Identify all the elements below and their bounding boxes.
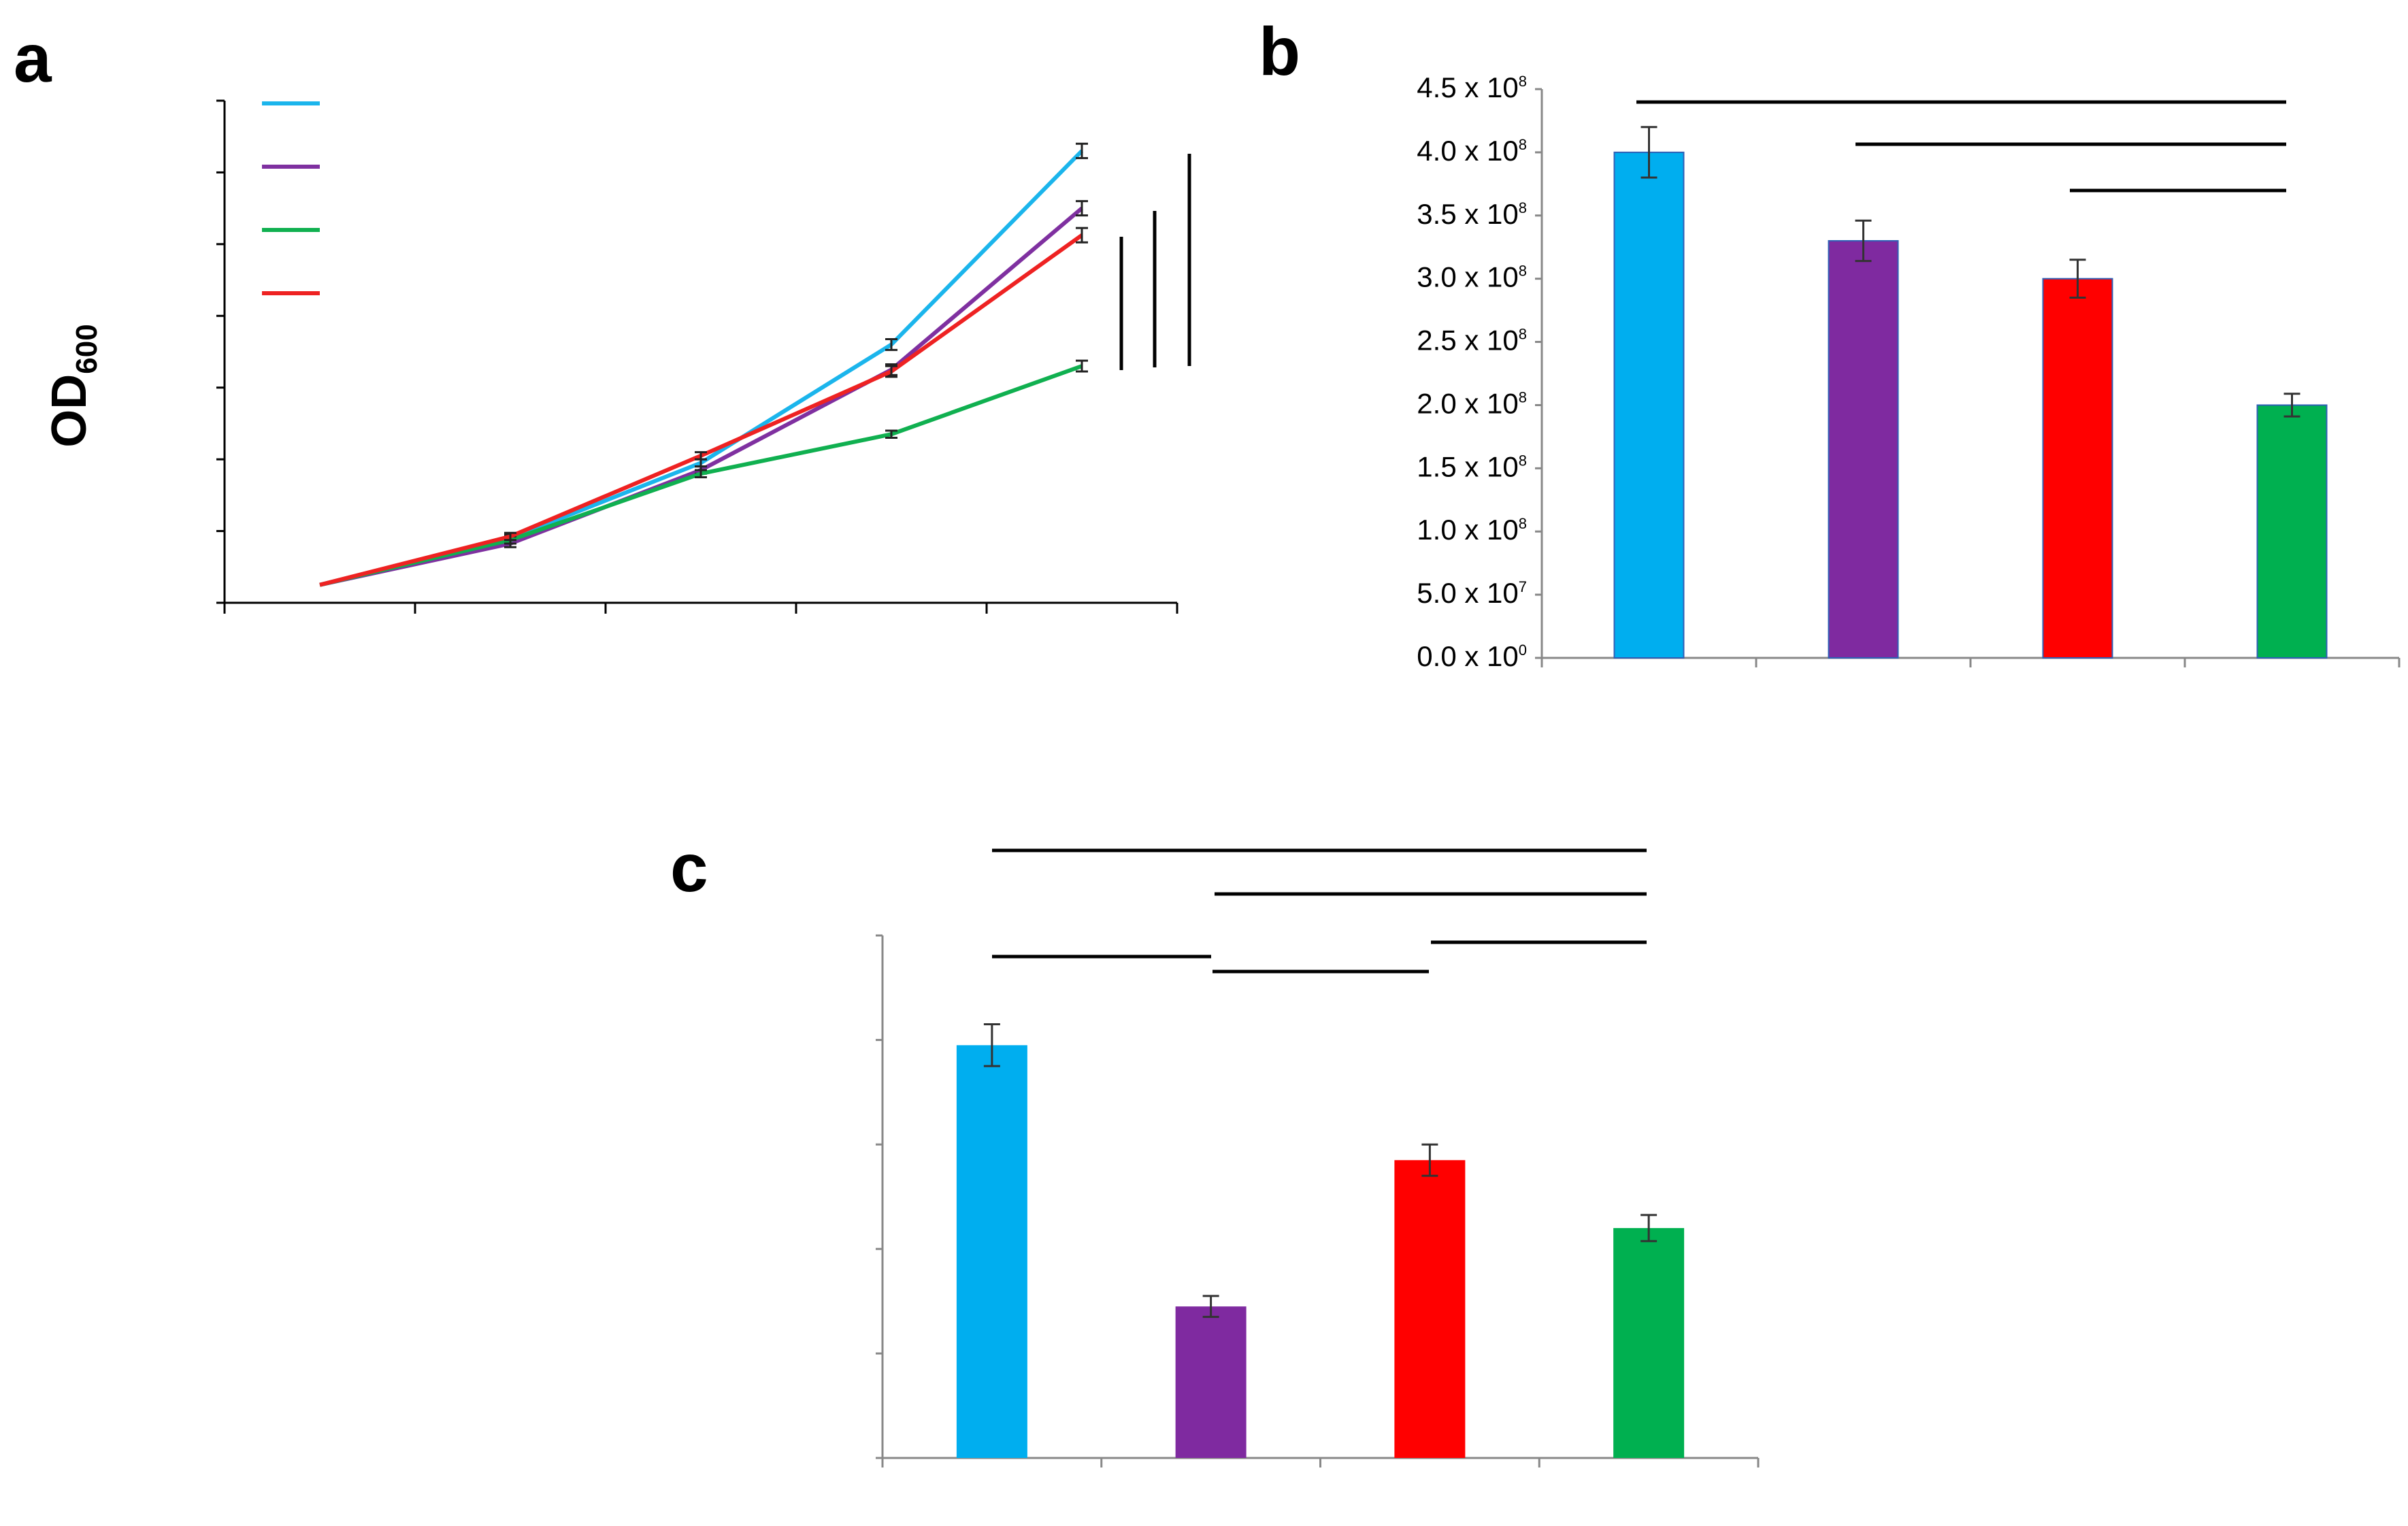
a-y-axis-title-main: OD — [42, 374, 97, 448]
b-y-tick-mantissa: 4.0 x 10 — [1417, 135, 1518, 167]
b-y-tick-label: 1.0 x 108 — [1417, 514, 1527, 546]
panel-a-line-chart: OD600 — [42, 99, 1191, 614]
a-error-bar — [1076, 227, 1088, 244]
b-error-bar — [2283, 393, 2300, 418]
a-y-axis-title-subscript: 600 — [70, 324, 103, 374]
b-y-tick-exponent: 8 — [1519, 515, 1527, 532]
b-bar-d-glucose — [1613, 151, 1685, 659]
a-error-bar — [1076, 142, 1088, 159]
panel-label-c: c — [670, 830, 708, 906]
b-bar-l-arabinose — [1828, 239, 1899, 659]
panel-label-a: a — [14, 20, 52, 97]
panel-c-bar-chart — [876, 848, 1760, 1467]
a-error-bar — [885, 338, 897, 351]
c-bar-d-mannose — [1613, 1228, 1685, 1458]
a-error-bar — [885, 429, 897, 439]
b-y-tick-mantissa: 5.0 x 10 — [1417, 577, 1518, 609]
a-error-bar — [695, 469, 707, 478]
a-error-bar — [504, 531, 516, 542]
panel-label-b: b — [1259, 14, 1300, 90]
b-y-tick-exponent: 8 — [1519, 73, 1527, 90]
b-y-tick-label: 2.5 x 108 — [1417, 325, 1527, 356]
a-error-bar — [695, 451, 707, 461]
b-y-tick-label: 4.5 x 108 — [1417, 71, 1527, 103]
a-error-bar — [1076, 200, 1088, 217]
b-y-tick-exponent: 8 — [1519, 136, 1527, 153]
b-y-tick-label: 5.0 x 107 — [1417, 577, 1527, 609]
c-error-bar — [1640, 1214, 1657, 1242]
b-y-tick-label: 3.0 x 108 — [1417, 261, 1527, 293]
c-error-bar — [983, 1023, 1000, 1067]
b-y-tick-mantissa: 0.0 x 10 — [1417, 640, 1518, 672]
a-error-bar — [885, 365, 897, 378]
b-y-tick-exponent: 8 — [1519, 452, 1527, 469]
b-y-tick-mantissa: 2.5 x 10 — [1417, 325, 1518, 356]
b-y-tick-mantissa: 1.0 x 10 — [1417, 514, 1518, 546]
b-y-tick-label: 1.5 x 108 — [1417, 450, 1527, 482]
b-y-tick-label: 0.0 x 100 — [1417, 640, 1527, 672]
b-y-tick-label: 2.0 x 108 — [1417, 387, 1527, 419]
c-bar-d-fructose — [1394, 1160, 1466, 1458]
b-error-bar — [1640, 126, 1657, 179]
b-y-tick-exponent: 8 — [1519, 326, 1527, 343]
c-bar-l-arabinose — [1175, 1306, 1247, 1458]
b-y-tick-mantissa: 3.0 x 10 — [1417, 261, 1518, 293]
b-y-tick-exponent: 8 — [1519, 199, 1527, 216]
c-error-bar — [1202, 1295, 1219, 1318]
b-error-bar — [2069, 259, 2086, 299]
a-y-axis-title: OD600 — [42, 324, 103, 447]
b-y-tick-exponent: 8 — [1519, 388, 1527, 405]
b-y-tick-mantissa: 2.0 x 10 — [1417, 387, 1518, 419]
b-y-tick-exponent: 7 — [1519, 578, 1527, 595]
b-y-tick-label: 4.0 x 108 — [1417, 135, 1527, 167]
a-series-line-d-glucose — [319, 149, 1084, 587]
b-y-tick-exponent: 0 — [1519, 642, 1527, 659]
b-y-tick-mantissa: 1.5 x 10 — [1417, 450, 1518, 482]
b-error-bar — [1855, 219, 1872, 263]
b-y-tick-mantissa: 4.5 x 10 — [1417, 71, 1518, 103]
c-bar-d-glucose — [956, 1045, 1027, 1458]
b-y-tick-mantissa: 3.5 x 10 — [1417, 198, 1518, 230]
b-bar-d-fructose — [2042, 278, 2113, 659]
c-error-bar — [1421, 1143, 1438, 1177]
b-y-tick-exponent: 8 — [1519, 263, 1527, 280]
b-bar-d-mannose — [2256, 404, 2328, 659]
b-y-tick-label: 3.5 x 108 — [1417, 198, 1527, 230]
a-error-bar — [1076, 359, 1088, 373]
a-series-line-d-fructose — [319, 233, 1083, 587]
